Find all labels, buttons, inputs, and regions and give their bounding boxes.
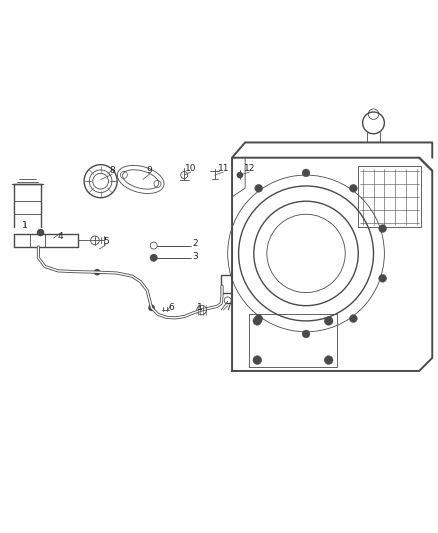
Text: 5: 5 bbox=[103, 237, 109, 246]
Text: 11: 11 bbox=[218, 164, 229, 173]
Text: 2: 2 bbox=[192, 239, 198, 248]
Circle shape bbox=[324, 356, 333, 365]
Text: 10: 10 bbox=[185, 164, 197, 173]
Circle shape bbox=[350, 184, 357, 192]
Text: 7: 7 bbox=[225, 303, 230, 312]
Text: 12: 12 bbox=[244, 164, 255, 173]
Circle shape bbox=[253, 317, 261, 325]
Circle shape bbox=[255, 184, 263, 192]
Circle shape bbox=[150, 254, 157, 261]
Text: 1: 1 bbox=[197, 303, 202, 312]
Text: 8: 8 bbox=[110, 166, 115, 175]
Circle shape bbox=[38, 230, 44, 236]
Circle shape bbox=[302, 330, 310, 338]
Circle shape bbox=[302, 169, 310, 177]
Text: 9: 9 bbox=[146, 166, 152, 175]
Circle shape bbox=[350, 314, 357, 322]
Text: 3: 3 bbox=[192, 253, 198, 261]
Circle shape bbox=[253, 356, 261, 365]
Text: 1: 1 bbox=[22, 221, 28, 230]
Text: 4: 4 bbox=[57, 231, 63, 240]
Circle shape bbox=[255, 314, 263, 322]
Text: 6: 6 bbox=[168, 303, 174, 312]
Circle shape bbox=[379, 274, 387, 282]
Circle shape bbox=[379, 224, 387, 232]
Circle shape bbox=[324, 317, 333, 325]
Circle shape bbox=[149, 305, 154, 310]
Circle shape bbox=[237, 173, 243, 177]
Circle shape bbox=[95, 270, 100, 275]
